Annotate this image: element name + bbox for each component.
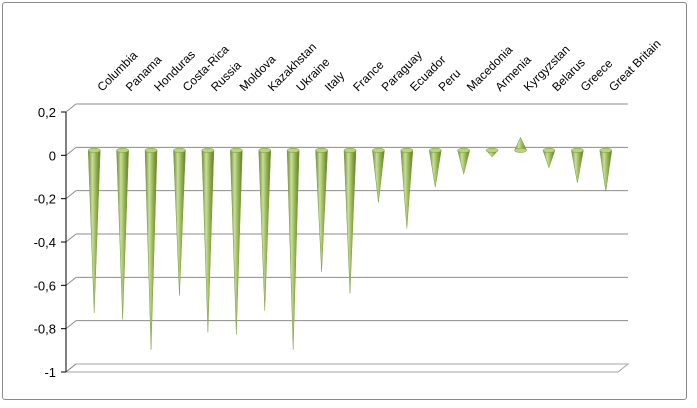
gridline-slant <box>65 103 77 113</box>
y-tick-label: -1 <box>44 365 56 380</box>
y-tick-label: 0,2 <box>38 105 56 120</box>
y-tick-label: 0 <box>49 148 56 163</box>
cone-base <box>485 147 499 153</box>
gridline-slant <box>65 363 77 373</box>
cone-body <box>457 150 471 175</box>
category-label: France <box>350 58 387 95</box>
cone-body <box>87 150 101 313</box>
cone-bar <box>599 147 613 192</box>
cone-base <box>201 147 215 153</box>
cone-bar <box>343 147 357 294</box>
cone-base <box>315 147 328 153</box>
cone-bar <box>87 147 101 313</box>
cone-body <box>230 150 243 335</box>
chart-floor <box>64 363 630 373</box>
cone-base <box>514 147 527 153</box>
cone-base <box>87 147 101 153</box>
cone-series <box>87 136 613 350</box>
floor-plane <box>64 363 630 373</box>
gridline-slant <box>65 233 77 243</box>
cone-base <box>258 147 271 153</box>
category-label: Italy <box>322 69 347 94</box>
cone-base <box>173 147 186 153</box>
cone-bar <box>485 147 499 158</box>
cone-bar <box>201 147 215 333</box>
y-tick-label: -0,6 <box>34 278 56 293</box>
cone-bar <box>258 147 271 311</box>
cone-body <box>258 150 271 311</box>
cone-base <box>372 147 385 153</box>
cone-body <box>315 150 328 272</box>
cone-bar <box>315 147 328 272</box>
cone-base <box>429 147 442 153</box>
cone-bar <box>428 147 442 188</box>
cone-base <box>230 147 243 153</box>
cone-base <box>286 147 300 153</box>
cone-base <box>542 147 556 153</box>
y-tick-label: -0,8 <box>34 322 56 337</box>
gridline-slant <box>65 146 77 156</box>
category-label: Great Britain <box>606 37 664 95</box>
cone-bar <box>457 147 471 175</box>
cone-body <box>400 150 414 229</box>
cone-body <box>542 150 556 169</box>
cone-bar <box>116 147 129 320</box>
cone-body <box>343 150 357 294</box>
cone-body <box>571 150 584 183</box>
gridline-slant <box>65 276 77 286</box>
cone-base <box>343 147 357 153</box>
cone-bar <box>144 147 158 350</box>
cone-body <box>599 150 613 192</box>
y-tick-label: -0,2 <box>34 192 56 207</box>
cone-bar <box>514 136 527 153</box>
cone-body <box>286 150 300 350</box>
cone-body <box>428 150 442 188</box>
cone-body <box>173 150 186 296</box>
chart-frame <box>2 2 687 400</box>
cone-base <box>457 147 470 153</box>
cone-base <box>599 147 613 153</box>
cone-body <box>372 150 385 203</box>
cone-bar <box>400 147 414 229</box>
gridline-slant <box>65 190 77 200</box>
cone-bar <box>173 147 186 296</box>
cone-bar <box>571 147 584 183</box>
cone-base <box>400 147 414 153</box>
cone-body <box>201 150 215 333</box>
cone-bar <box>372 147 385 203</box>
cone-body <box>144 150 158 350</box>
category-labels: ColumbiaPanamaHondurasCosta-RicaRussiaMo… <box>94 37 663 95</box>
cone-base <box>116 147 129 153</box>
cone-bar <box>542 147 556 169</box>
cone-base <box>571 147 584 153</box>
cone-bar <box>286 147 300 350</box>
cone-bar <box>230 147 243 335</box>
y-axis-ticks: 0,2 0 -0,2 -0,4 -0,6 -0,8 -1 <box>34 105 67 380</box>
cone-body <box>116 150 129 320</box>
gridline-slant <box>65 320 77 330</box>
cone-base <box>144 147 158 153</box>
y-tick-label: -0,4 <box>34 235 56 250</box>
